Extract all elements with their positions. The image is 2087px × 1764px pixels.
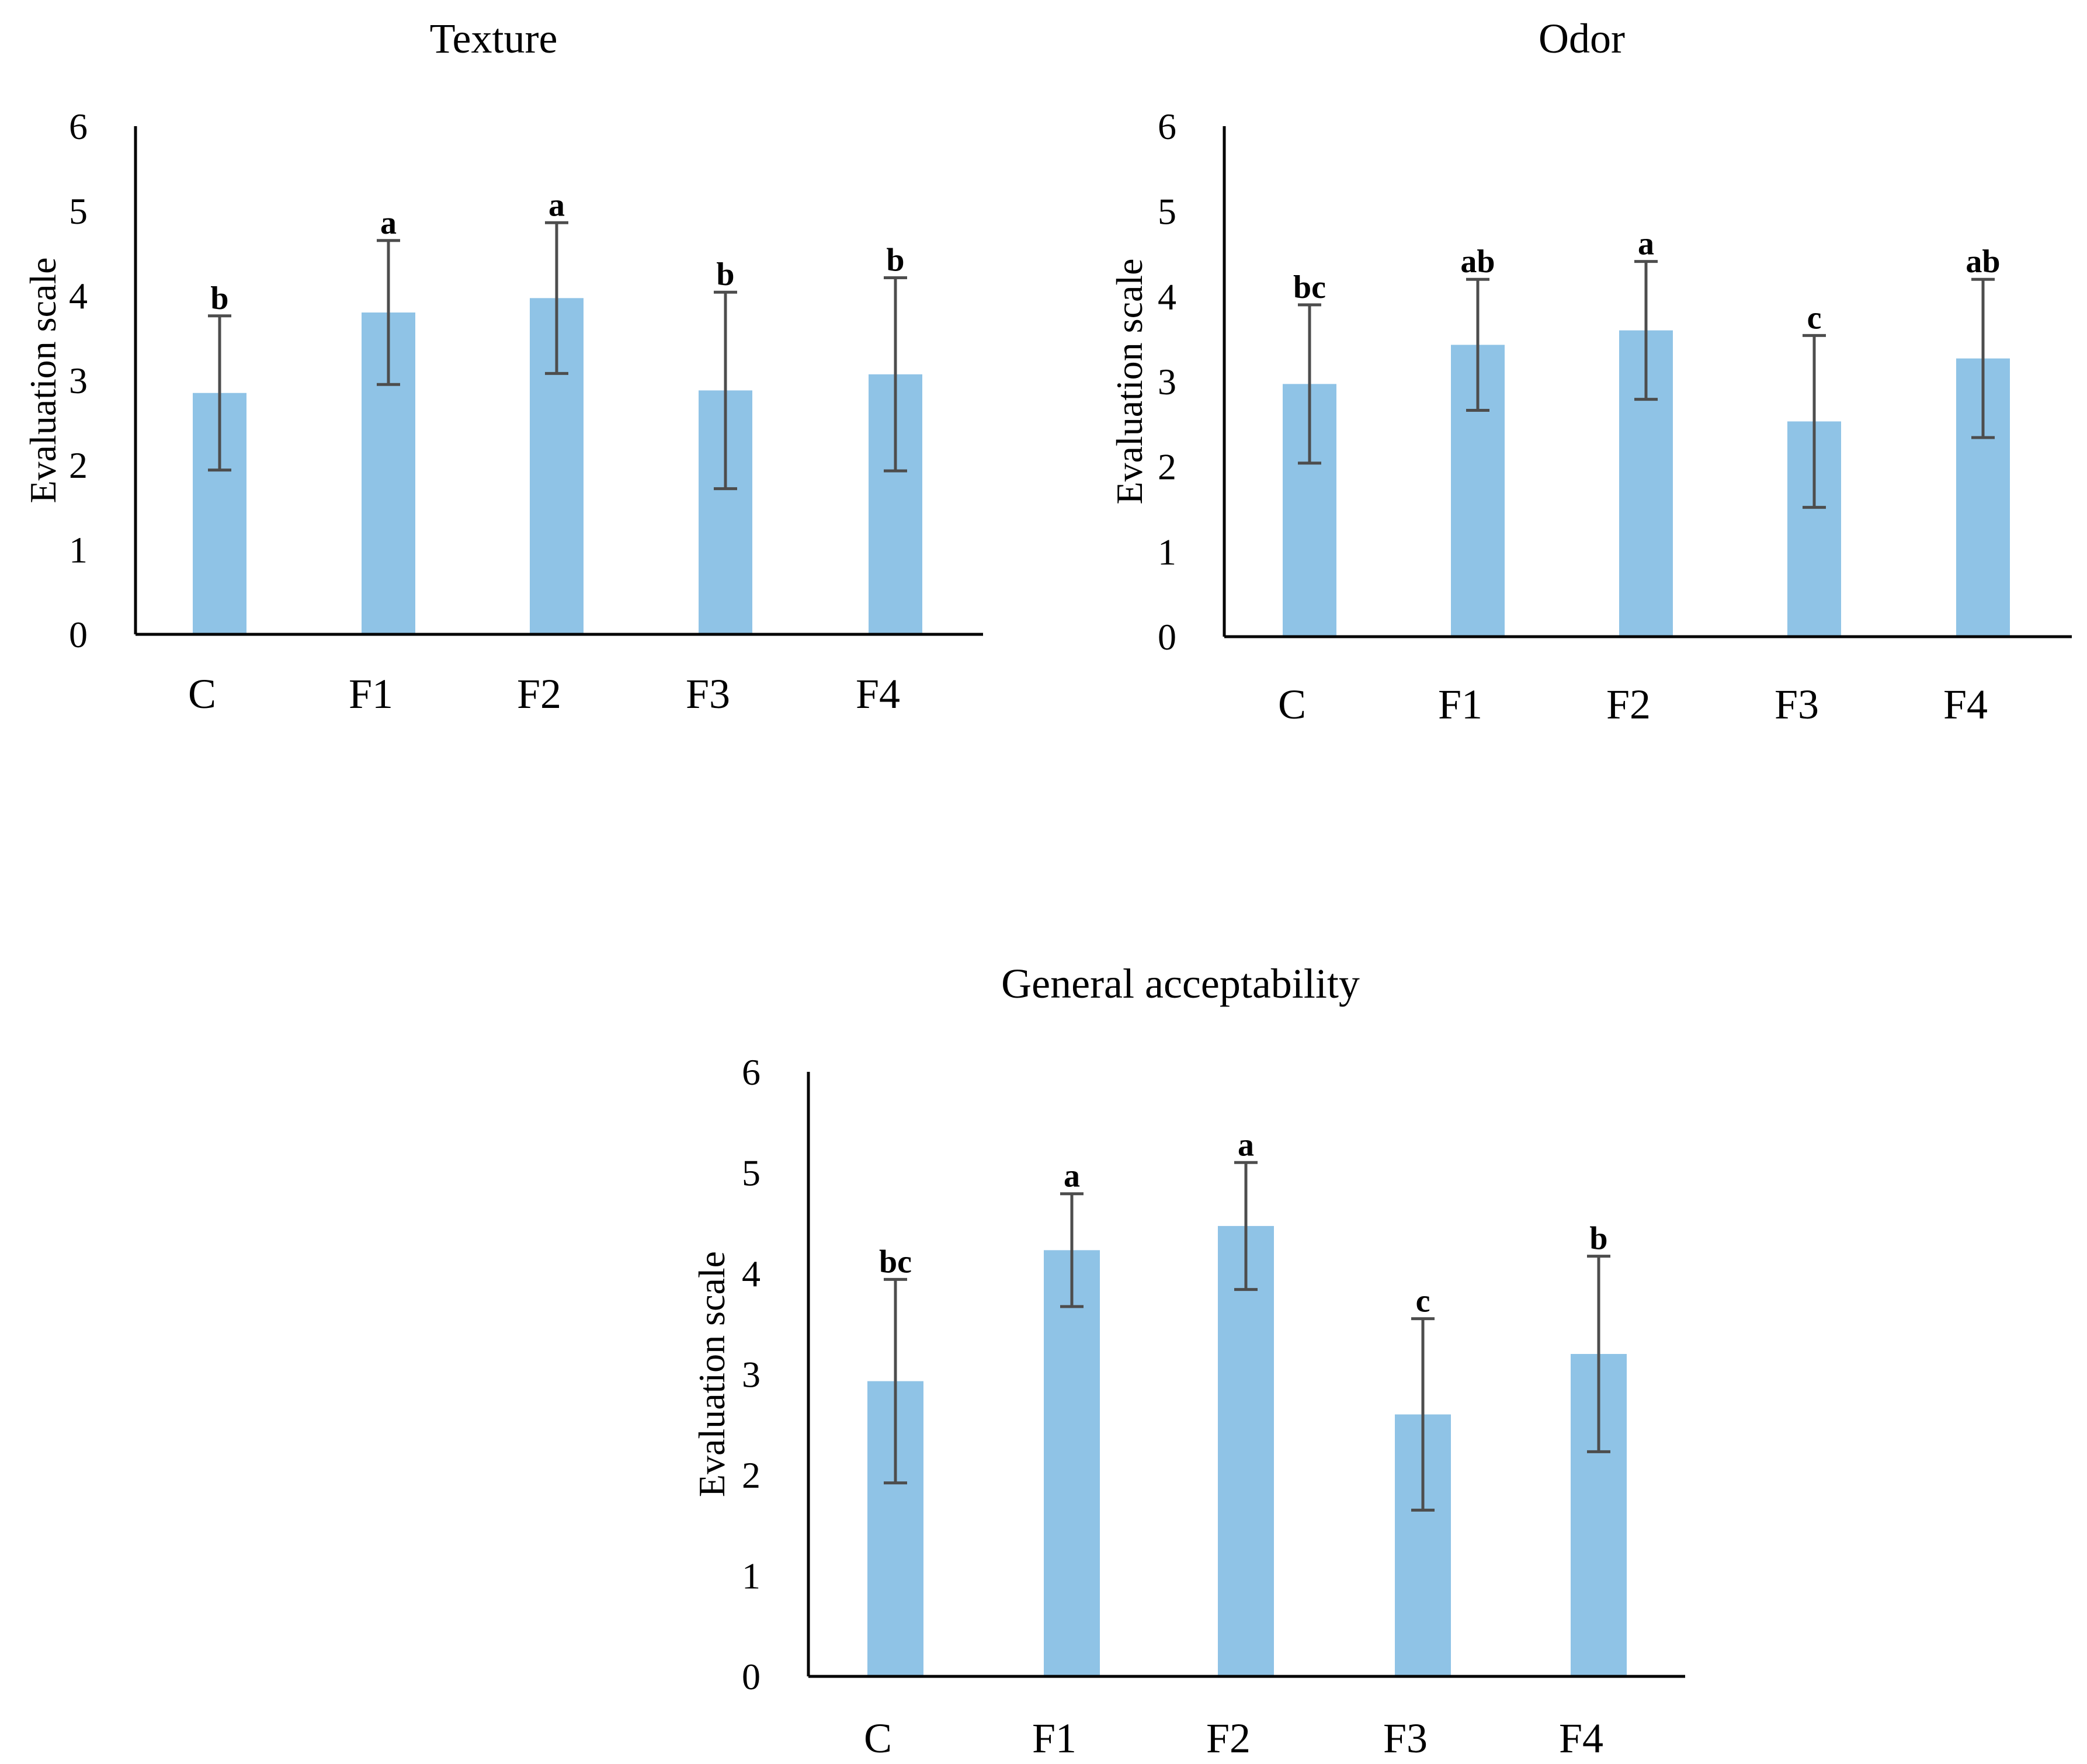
x-tick-label-F2: F2	[1606, 681, 1651, 728]
error-bar-F1	[1060, 1192, 1084, 1308]
significance-label-C: bc	[879, 1244, 912, 1280]
y-tick-label: 6	[742, 1051, 761, 1093]
error-bar-C	[884, 1277, 907, 1485]
error-bar-F1	[1466, 277, 1489, 412]
x-tick-label-F3: F3	[1775, 681, 1819, 728]
y-tick-label: 1	[742, 1555, 761, 1597]
x-tick-label-F2: F2	[1206, 1715, 1251, 1762]
error-bar-F2	[1234, 1161, 1258, 1291]
chart-panel-2: Odor Evaluation scale bc ab a c ab 0 1 2 3 4 5 6 C F1 F2…	[1109, 15, 2072, 728]
y-axis-title: Evaluation scale	[22, 257, 64, 503]
error-bar-F1	[377, 239, 400, 386]
chart-title: Texture	[430, 15, 558, 62]
x-tick-label-F3: F3	[1383, 1715, 1428, 1762]
y-tick-label: 4	[1158, 276, 1176, 317]
error-bar-F3	[714, 290, 737, 491]
significance-label-F1: a	[380, 205, 397, 241]
x-tick-label-F4: F4	[1943, 681, 1988, 728]
error-bar-F2	[545, 221, 568, 375]
chart-title: Odor	[1539, 15, 1625, 62]
y-tick-label: 6	[1158, 106, 1176, 147]
significance-label-C: bc	[1293, 269, 1326, 305]
error-bar-C	[208, 314, 231, 472]
y-tick-label: 2	[69, 445, 88, 486]
y-axis-title: Evaluation scale	[1109, 258, 1150, 504]
y-tick-label: 1	[1158, 531, 1176, 572]
y-tick-label: 5	[69, 190, 88, 232]
x-tick-label-F2: F2	[517, 671, 561, 717]
x-tick-label-F1: F1	[349, 671, 393, 717]
y-tick-label: 4	[742, 1253, 761, 1294]
y-tick-label: 0	[1158, 616, 1176, 658]
error-bar-F3	[1803, 334, 1826, 509]
y-tick-label: 0	[742, 1656, 761, 1697]
bar-F1	[1044, 1250, 1100, 1676]
error-bar-C	[1298, 303, 1321, 465]
y-tick-label: 5	[742, 1152, 761, 1194]
x-tick-label-F1: F1	[1438, 681, 1482, 728]
x-tick-label-F4: F4	[1559, 1715, 1603, 1762]
y-tick-label: 2	[1158, 446, 1176, 488]
x-tick-label-F3: F3	[686, 671, 730, 717]
significance-label-F4: b	[886, 242, 904, 279]
y-tick-label: 0	[69, 614, 88, 655]
significance-label-F1: a	[1064, 1158, 1080, 1194]
significance-label-F4: ab	[1966, 244, 2000, 280]
y-tick-label: 6	[69, 106, 88, 147]
y-tick-label: 1	[69, 529, 88, 571]
x-tick-label-F4: F4	[856, 671, 900, 717]
error-bar-F3	[1411, 1317, 1435, 1512]
y-tick-label: 2	[742, 1454, 761, 1496]
error-bar-F4	[884, 276, 907, 473]
x-tick-label-F1: F1	[1032, 1715, 1077, 1762]
y-tick-label: 3	[742, 1354, 761, 1395]
error-bar-F4	[1971, 277, 1995, 439]
error-bar-F2	[1634, 260, 1658, 401]
y-tick-label: 3	[69, 360, 88, 401]
significance-label-F1: ab	[1460, 244, 1495, 280]
significance-label-F4: b	[1589, 1221, 1607, 1257]
chart-title: General acceptability	[1001, 960, 1360, 1007]
x-tick-label-C: C	[188, 671, 216, 717]
significance-label-F2: a	[548, 187, 565, 223]
y-tick-label: 5	[1158, 191, 1176, 232]
y-axis-title: Evaluation scale	[691, 1251, 732, 1497]
significance-label-F3: c	[1807, 300, 1822, 336]
chart-panel-1: Texture Evaluation scale b a a b b 0 1 2 3 4 5 6 C F1 F2…	[22, 15, 983, 717]
x-tick-label-C: C	[864, 1715, 892, 1762]
significance-label-F3: c	[1416, 1283, 1430, 1319]
significance-label-F3: b	[716, 256, 734, 293]
bar-F2	[1218, 1225, 1274, 1676]
y-tick-label: 4	[69, 275, 88, 317]
x-tick-label-C: C	[1278, 681, 1306, 728]
significance-label-C: b	[210, 280, 228, 317]
significance-label-F2: a	[1638, 226, 1654, 262]
y-tick-label: 3	[1158, 361, 1176, 402]
significance-label-F2: a	[1238, 1127, 1254, 1163]
error-bar-F4	[1587, 1255, 1610, 1453]
